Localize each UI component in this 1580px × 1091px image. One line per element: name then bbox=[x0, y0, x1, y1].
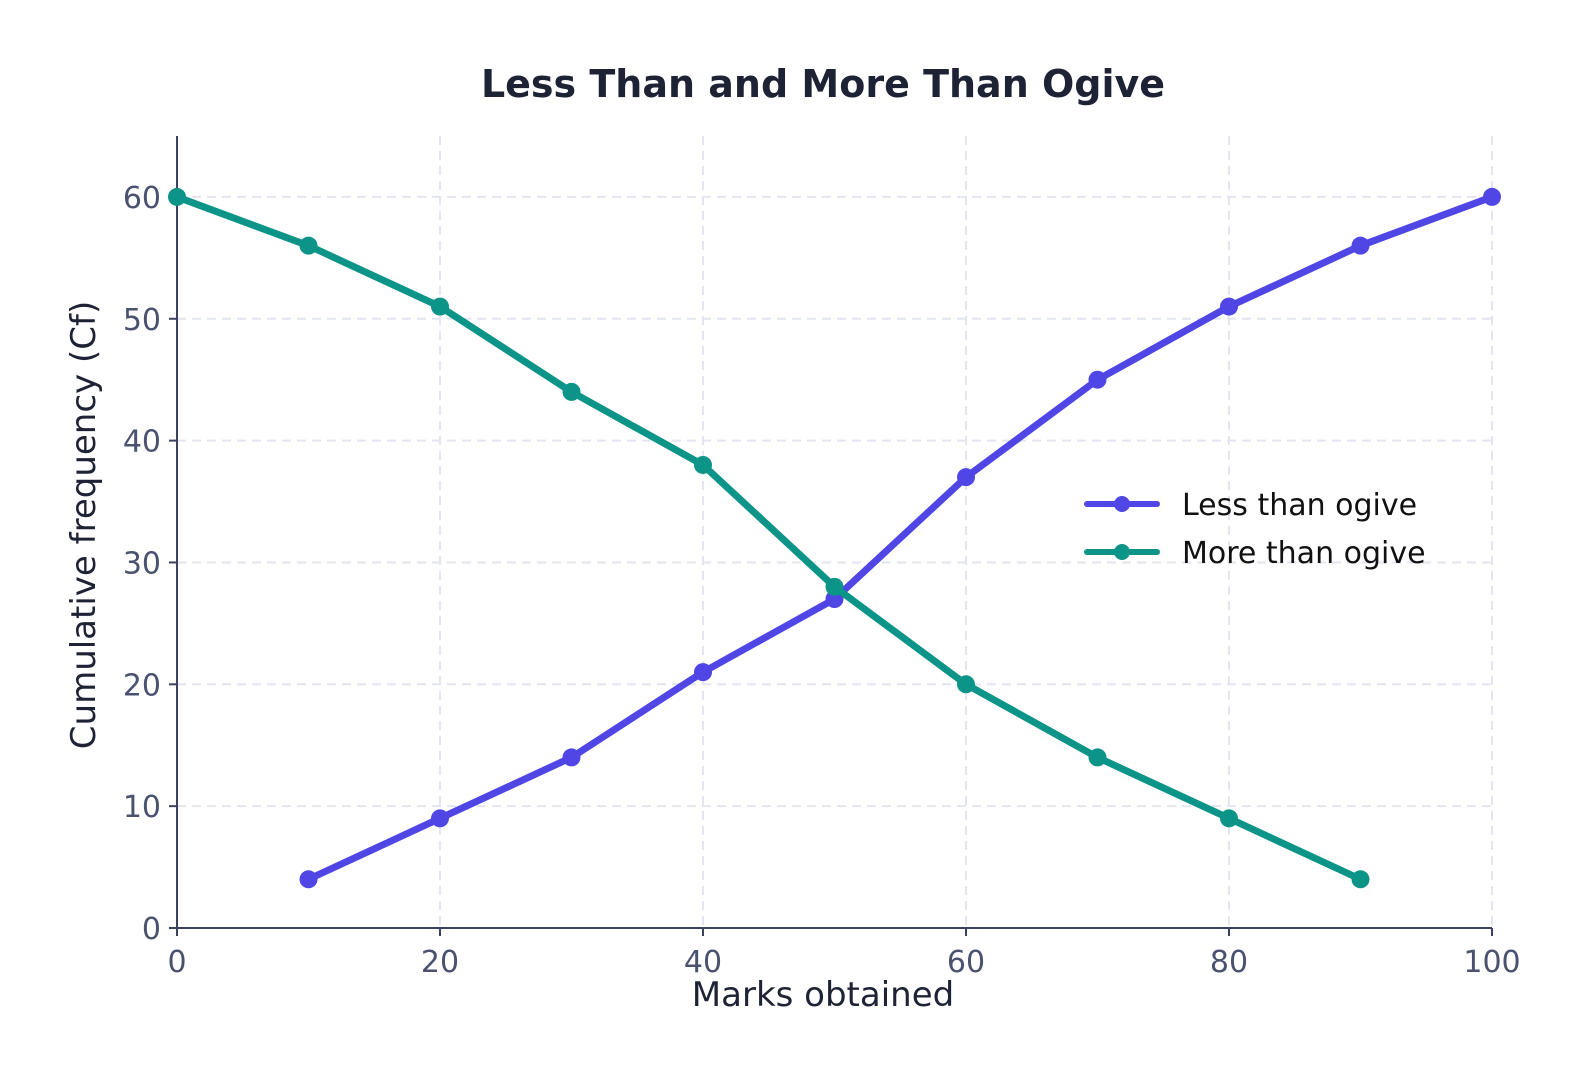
y-tick-label: 20 bbox=[123, 668, 161, 703]
less-than-ogive-point bbox=[299, 870, 318, 889]
y-tick-label: 50 bbox=[123, 303, 161, 338]
y-tick-label: 30 bbox=[123, 546, 161, 581]
grid-layer bbox=[177, 136, 1493, 928]
more-than-ogive-point bbox=[694, 455, 712, 474]
legend-label-less-than: Less than ogive bbox=[1182, 488, 1417, 523]
x-tick-label: 60 bbox=[947, 945, 985, 980]
less-than-ogive-point bbox=[431, 809, 449, 828]
more-than-ogive-point bbox=[1220, 809, 1238, 828]
more-than-ogive-line bbox=[173, 193, 1364, 883]
x-tick-label: 20 bbox=[421, 945, 459, 980]
x-tick-label: 40 bbox=[684, 945, 722, 980]
y-tick-label: 0 bbox=[142, 912, 161, 947]
ticks-layer: 0 20 40 60 80 100 0 10 20 30 40 50 60 bbox=[123, 181, 1521, 980]
more-than-ogive-point bbox=[1088, 748, 1107, 767]
x-tick-label: 100 bbox=[1463, 945, 1520, 980]
series-layer bbox=[168, 187, 1501, 889]
more-than-ogive-point bbox=[825, 577, 844, 596]
more-than-ogive-point bbox=[431, 297, 449, 316]
less-than-ogive-point bbox=[694, 663, 712, 682]
more-than-ogive-point bbox=[562, 382, 581, 401]
more-than-ogive-point bbox=[299, 236, 318, 255]
x-axis-label: Marks obtained bbox=[692, 975, 954, 1015]
less-than-ogive-point bbox=[1220, 297, 1238, 316]
legend-marker-less-than bbox=[1114, 496, 1130, 512]
less-than-ogive-point bbox=[957, 468, 975, 487]
y-tick-label: 10 bbox=[123, 790, 161, 825]
x-tick-label: 0 bbox=[167, 945, 186, 980]
more-than-ogive-point bbox=[1351, 870, 1370, 889]
less-than-ogive-point bbox=[562, 748, 581, 767]
x-tick-label: 80 bbox=[1210, 945, 1248, 980]
chart-title: Less Than and More Than Ogive bbox=[481, 62, 1165, 106]
more-than-ogive-point bbox=[168, 187, 186, 206]
less-than-ogive-point bbox=[1483, 187, 1501, 206]
legend-marker-more-than bbox=[1114, 544, 1130, 560]
y-tick-label: 60 bbox=[123, 181, 161, 216]
less-than-ogive-point bbox=[1088, 370, 1107, 389]
legend-label-more-than: More than ogive bbox=[1182, 536, 1426, 571]
series-more-than-ogive bbox=[168, 187, 1370, 889]
less-than-ogive-line bbox=[305, 193, 1496, 883]
axes-layer bbox=[176, 136, 1492, 929]
more-than-ogive-point bbox=[957, 675, 975, 694]
less-than-ogive-point bbox=[1351, 236, 1370, 255]
legend: Less than ogive More than ogive bbox=[1084, 488, 1426, 571]
y-tick-label: 40 bbox=[123, 425, 161, 460]
series-less-than-ogive bbox=[299, 187, 1501, 889]
y-axis-label: Cumulative frequency (Cf) bbox=[64, 301, 104, 749]
